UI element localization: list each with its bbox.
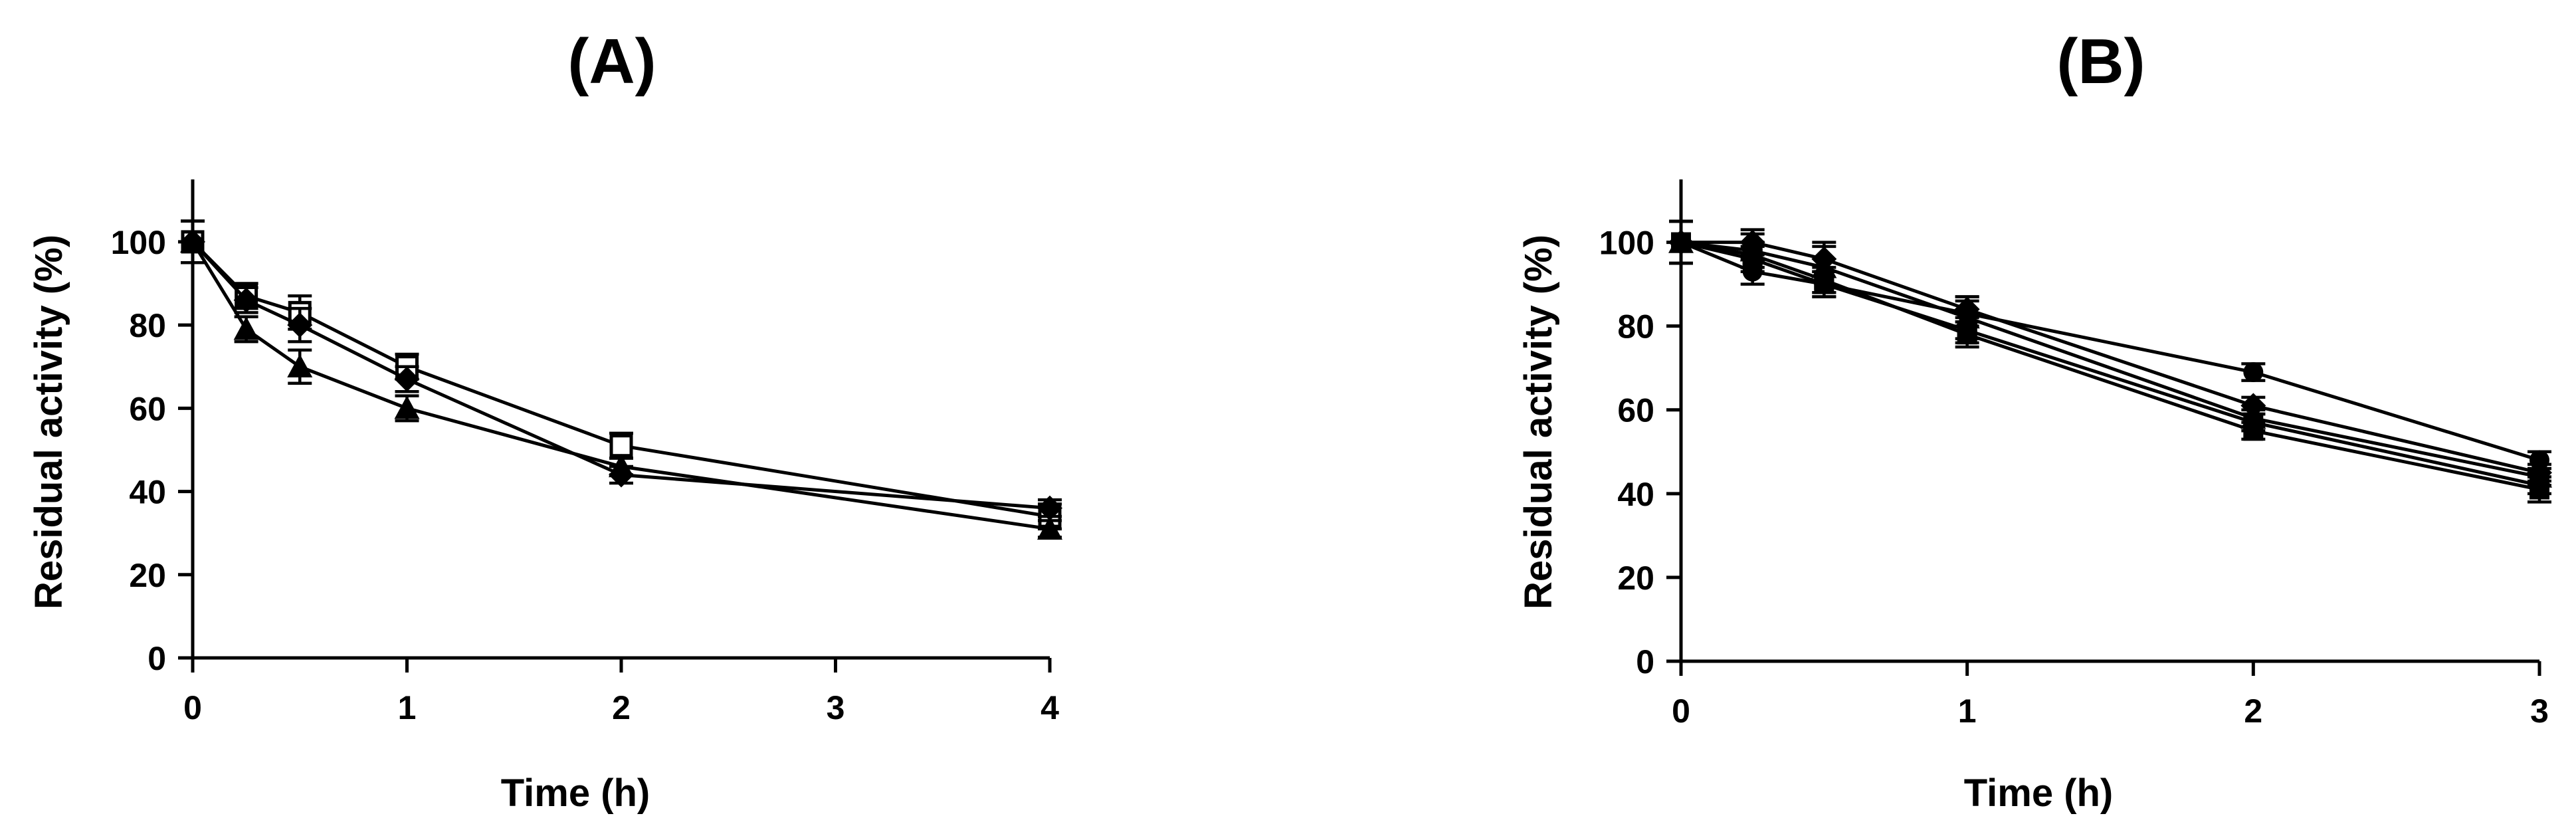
panel-b-plot-area: 0 20 40 60 80 100 0 1 2 3 — [1599, 179, 2552, 730]
panel-a-y-tick-label: 100 — [111, 224, 166, 261]
panel-b-y-tick-label: 60 — [1617, 392, 1654, 429]
panel-a-x-tick-label: 4 — [1040, 689, 1059, 726]
panel-a-data-point — [287, 354, 313, 377]
panel-a-y-tick-label: 60 — [129, 390, 166, 427]
panel-a-data-point — [233, 287, 259, 313]
panel-b-series-1 — [1669, 219, 2551, 470]
panel-a-y-tick-label: 80 — [129, 307, 166, 344]
panel-b-x-tick-label: 0 — [1672, 692, 1690, 730]
panel-b-data-point — [2243, 421, 2264, 441]
panel-b-x-axis-title: Time (h) — [1964, 772, 2114, 815]
panel-b-y-tick-label: 20 — [1617, 560, 1654, 597]
panel-b-series-3 — [1668, 219, 2552, 488]
panel-a-plot-area: 0 20 40 60 80 100 0 1 2 3 4 — [111, 179, 1062, 726]
panel-a-series-3-line — [191, 241, 1050, 531]
panel-a-y-tick-label: 20 — [129, 557, 166, 594]
panel-a-series-2-line — [191, 241, 1050, 510]
panel-a-data-point — [394, 366, 420, 392]
panel-b-x-tick-label: 3 — [2530, 692, 2549, 730]
panel-b-series-2-line — [1681, 241, 2540, 474]
panel-a-x-axis-title: Time (h) — [501, 772, 650, 815]
panel-b-y-tick-label: 100 — [1599, 225, 1654, 262]
panel-a-y-tick-label: 40 — [129, 474, 166, 511]
panel-b-data-point — [1671, 232, 1691, 253]
panel-a: (A) Residual activity (%) Time (h) 02040… — [27, 26, 1062, 815]
panel-a-data-point — [233, 316, 259, 340]
panel-a-data-point — [609, 434, 633, 458]
panel-b-series-5-line — [1680, 241, 2540, 491]
panel-a-data-point — [180, 229, 205, 253]
panel-b-data-point — [1814, 270, 1834, 290]
panel-b-y-tick-label: 40 — [1617, 476, 1654, 513]
panel-b-y-tick-label: 0 — [1636, 643, 1654, 680]
panel-a-series-3 — [180, 219, 1062, 540]
panel-a-x-tick-label: 2 — [612, 689, 631, 726]
panel-b-title: (B) — [2056, 26, 2145, 97]
panel-a-title: (A) — [567, 26, 656, 97]
panel-b-data-point — [2529, 479, 2549, 500]
panel-b-data-point — [1742, 245, 1763, 265]
panel-a-data-point — [1037, 495, 1062, 521]
panel-b-data-point — [1957, 324, 1977, 345]
panel-a-x-tick-label: 0 — [183, 689, 202, 726]
panel-a-data-point — [287, 312, 313, 338]
panel-b-x-tick-label: 1 — [1958, 692, 1977, 730]
panel-a-x-tick-label: 3 — [827, 689, 845, 726]
panel-b-y-axis-title: Residual activity (%) — [1517, 235, 1560, 609]
panel-b-y-tick-label: 80 — [1617, 308, 1654, 346]
panel-a-y-axis-title: Residual activity (%) — [27, 235, 70, 609]
panel-a-data-point — [1037, 516, 1062, 540]
panel-b-x-tick-label: 2 — [2244, 692, 2262, 730]
panel-a-y-tick-label: 0 — [148, 640, 166, 677]
panel-b-series-3-line — [1680, 241, 2540, 479]
panel-b: (B) Residual activity (%) Time (h) 02040… — [1517, 26, 2552, 815]
panel-a-data-point — [394, 395, 420, 419]
panel-b-data-point — [2243, 362, 2264, 382]
panel-b-series-5 — [1669, 219, 2551, 504]
panel-a-data-point — [609, 454, 634, 478]
panel-a-x-tick-label: 1 — [398, 689, 417, 726]
